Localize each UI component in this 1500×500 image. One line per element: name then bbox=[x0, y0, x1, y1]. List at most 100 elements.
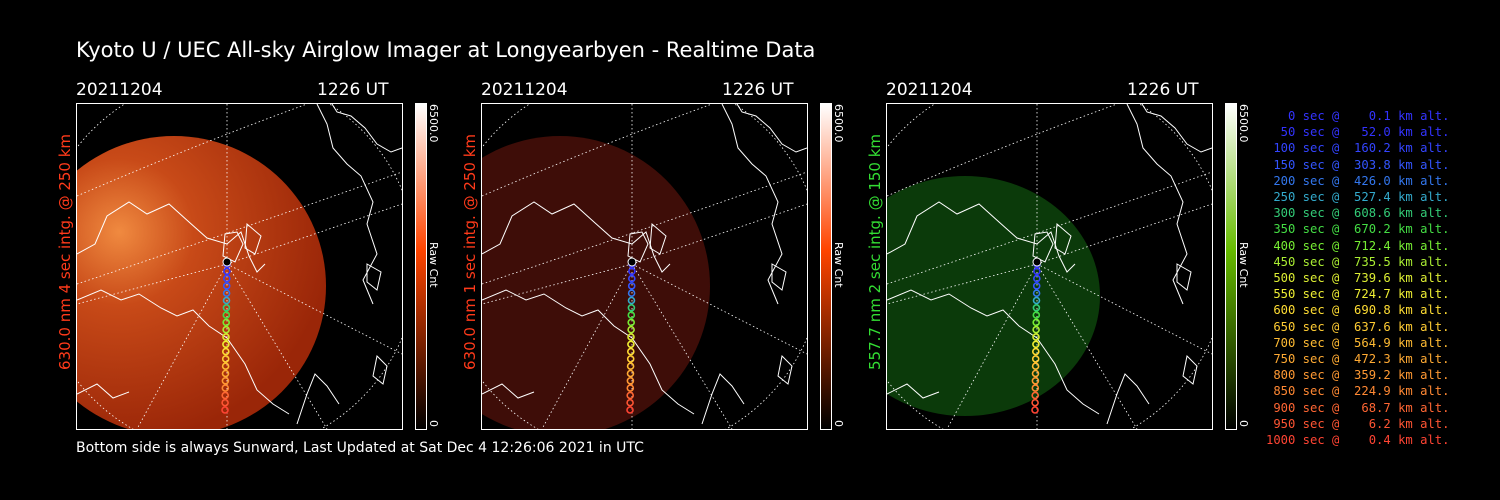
trajectory-point bbox=[1032, 311, 1041, 319]
trajectory-point bbox=[626, 384, 635, 392]
trajectory-point bbox=[221, 369, 230, 378]
panel-2-image bbox=[481, 103, 808, 430]
panel-2-colorbar bbox=[820, 103, 832, 430]
trajectory-point bbox=[222, 340, 230, 349]
panel-1-colorbar-min: 0 bbox=[427, 420, 440, 427]
trajectory-point bbox=[1032, 296, 1041, 305]
station-marker bbox=[222, 257, 232, 267]
trajectory-legend: 0 sec @ 0.1 km alt. 50 sec @ 52.0 km alt… bbox=[1266, 108, 1450, 448]
panel-3-label: 557.7 nm 2 sec intg. @ 150 km bbox=[866, 133, 884, 370]
trajectory-point bbox=[1032, 333, 1040, 341]
trajectory-point bbox=[627, 282, 636, 290]
panel-1-colorbar-max: 6500.0 bbox=[427, 104, 440, 143]
panel-2-colorbar-unit: Raw Cnt bbox=[832, 242, 845, 288]
panel-1-date: 20211204 bbox=[76, 80, 163, 100]
trajectory-point bbox=[628, 274, 636, 283]
trajectory-point bbox=[1032, 347, 1040, 356]
trajectory-point bbox=[626, 398, 634, 407]
trajectory-point bbox=[221, 384, 230, 392]
legend-entry: 1000 sec @ 0.4 km alt. bbox=[1266, 433, 1450, 448]
trajectory-point bbox=[221, 398, 229, 407]
legend-entry: 350 sec @ 670.2 km alt. bbox=[1266, 222, 1450, 237]
trajectory-point bbox=[1031, 362, 1040, 371]
trajectory-point bbox=[626, 406, 634, 414]
panel-3-colorbar-unit: Raw Cnt bbox=[1237, 242, 1250, 288]
airglow-image bbox=[482, 136, 710, 429]
panel-3-colorbar-min: 0 bbox=[1237, 420, 1250, 427]
panel-2-svg bbox=[482, 104, 807, 429]
trajectory-point bbox=[1031, 376, 1040, 385]
legend-entry: 200 sec @ 426.0 km alt. bbox=[1266, 173, 1450, 188]
station-marker bbox=[1032, 257, 1042, 267]
trajectory-point bbox=[221, 355, 230, 363]
trajectory-point bbox=[626, 355, 635, 363]
legend-entry: 250 sec @ 527.4 km alt. bbox=[1266, 190, 1450, 205]
legend-entry: 800 sec @ 359.2 km alt. bbox=[1266, 368, 1450, 383]
trajectory-point bbox=[627, 304, 636, 312]
trajectory-point bbox=[222, 325, 230, 334]
trajectory-point bbox=[222, 296, 231, 305]
legend-entry: 100 sec @ 160.2 km alt. bbox=[1266, 141, 1450, 156]
panel-2-time: 1226 UT bbox=[722, 80, 794, 100]
legend-entry: 0 sec @ 0.1 km alt. bbox=[1266, 109, 1450, 123]
legend-entry: 900 sec @ 68.7 km alt. bbox=[1266, 400, 1450, 415]
trajectory-point bbox=[223, 267, 231, 276]
trajectory-point bbox=[1032, 304, 1041, 312]
trajectory-point bbox=[626, 362, 635, 371]
legend-entry: 400 sec @ 712.4 km alt. bbox=[1266, 238, 1450, 253]
panel-3-colorbar bbox=[1225, 103, 1237, 430]
page-title: Kyoto U / UEC All-sky Airglow Imager at … bbox=[76, 38, 816, 62]
trajectory-point bbox=[627, 296, 636, 305]
panel-2-colorbar-min: 0 bbox=[832, 420, 845, 427]
trajectory-point bbox=[627, 311, 636, 319]
trajectory-point bbox=[221, 406, 229, 414]
trajectory-point bbox=[627, 340, 635, 349]
panel-3-svg bbox=[887, 104, 1212, 429]
trajectory-point bbox=[1032, 318, 1040, 327]
trajectory-point bbox=[221, 376, 230, 385]
trajectory-point bbox=[222, 311, 231, 319]
trajectory-point bbox=[1033, 274, 1041, 283]
panel-1-svg bbox=[77, 104, 402, 429]
trajectory-point bbox=[221, 391, 229, 400]
legend-entry: 700 sec @ 564.9 km alt. bbox=[1266, 335, 1450, 350]
trajectory-point bbox=[627, 347, 635, 356]
legend-entry: 450 sec @ 735.5 km alt. bbox=[1266, 254, 1450, 269]
trajectory-point bbox=[1032, 282, 1041, 290]
trajectory-point bbox=[222, 318, 230, 327]
legend-entry: 300 sec @ 608.6 km alt. bbox=[1266, 206, 1450, 221]
trajectory-point bbox=[627, 325, 635, 334]
panel-3-date: 20211204 bbox=[886, 80, 973, 100]
trajectory-point bbox=[626, 391, 634, 400]
trajectory-point bbox=[222, 282, 231, 290]
panel-1-colorbar-unit: Raw Cnt bbox=[427, 242, 440, 288]
trajectory-point bbox=[1032, 340, 1040, 349]
station-marker bbox=[627, 257, 637, 267]
trajectory-point bbox=[627, 318, 635, 327]
panel-3-image bbox=[886, 103, 1213, 430]
panel-2-colorbar-max: 6500.0 bbox=[832, 104, 845, 143]
trajectory-point bbox=[627, 289, 636, 297]
legend-entry: 850 sec @ 224.9 km alt. bbox=[1266, 384, 1450, 399]
airglow-image bbox=[887, 176, 1100, 416]
panel-1-time: 1226 UT bbox=[317, 80, 389, 100]
legend-entry: 750 sec @ 472.3 km alt. bbox=[1266, 352, 1450, 367]
trajectory-point bbox=[1031, 369, 1040, 378]
trajectory-point bbox=[1031, 355, 1040, 363]
trajectory-point bbox=[1031, 406, 1039, 414]
legend-entry: 150 sec @ 303.8 km alt. bbox=[1266, 157, 1450, 172]
panel-3-colorbar-max: 6500.0 bbox=[1237, 104, 1250, 143]
legend-entry: 600 sec @ 690.8 km alt. bbox=[1266, 303, 1450, 318]
panel-1-image bbox=[76, 103, 403, 430]
trajectory-point bbox=[628, 267, 636, 276]
panel-1-colorbar bbox=[415, 103, 427, 430]
trajectory-point bbox=[222, 333, 230, 341]
trajectory-point bbox=[221, 362, 230, 371]
trajectory-point bbox=[626, 376, 635, 385]
trajectory-point bbox=[1032, 289, 1041, 297]
trajectory-point bbox=[222, 304, 231, 312]
trajectory-point bbox=[626, 369, 635, 378]
panel-2-date: 20211204 bbox=[481, 80, 568, 100]
legend-entry: 650 sec @ 637.6 km alt. bbox=[1266, 319, 1450, 334]
trajectory-point bbox=[1033, 267, 1041, 276]
